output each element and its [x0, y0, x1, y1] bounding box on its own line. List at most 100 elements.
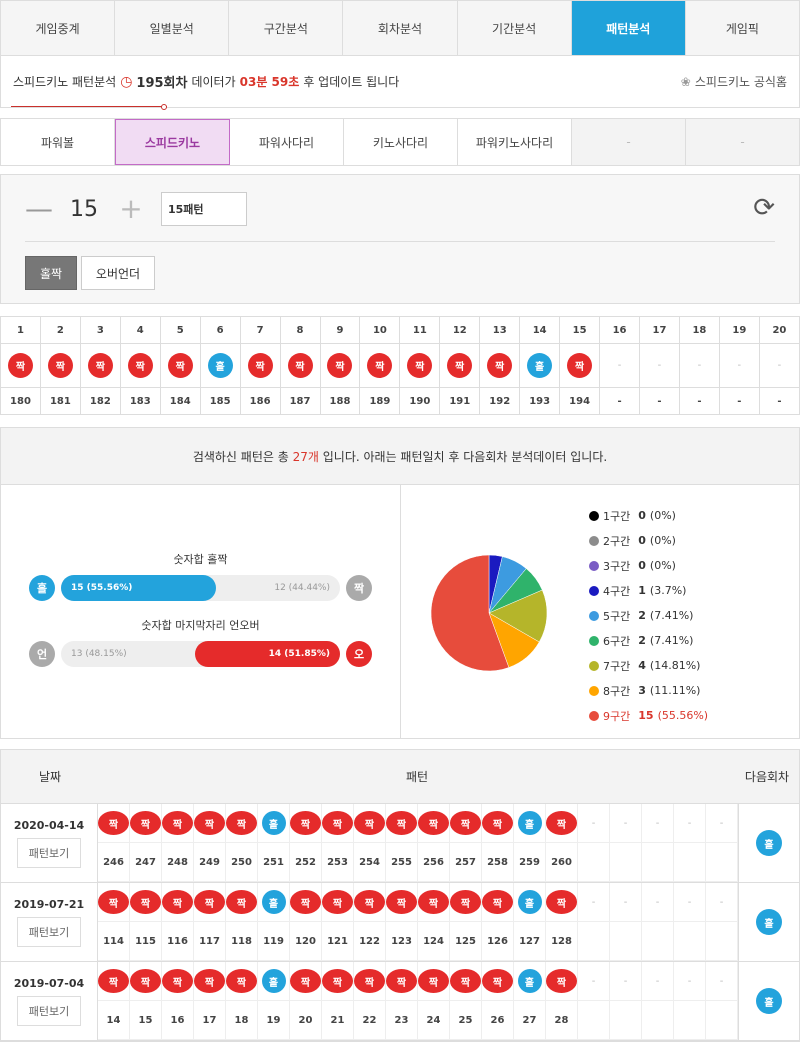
- empty-dash: -: [623, 975, 628, 987]
- round-cell: [642, 1001, 674, 1040]
- next-result-ball: 홀: [756, 988, 782, 1014]
- grid-round-cell: 180: [0, 387, 41, 415]
- pattern-cell: 짝: [98, 883, 130, 922]
- pattern-cell: -: [610, 883, 642, 922]
- round-cell: 19: [258, 1001, 290, 1040]
- tab-5[interactable]: 기간분석: [458, 1, 572, 55]
- history-date-cell: 2019-07-21 패턴보기: [1, 883, 98, 961]
- result-ball: 짝: [322, 811, 353, 835]
- pattern-cell: 짝: [418, 883, 450, 922]
- result-ball: 짝: [162, 890, 193, 914]
- grid-result-cell: -: [639, 343, 680, 388]
- legend-pct: (14.81%): [649, 659, 701, 672]
- round-cell: 27: [514, 1001, 546, 1040]
- tab-4[interactable]: 회차분석: [343, 1, 458, 55]
- empty-dash: -: [591, 817, 596, 829]
- next-round-cell: 홀: [738, 883, 799, 961]
- round-cell: 252: [290, 843, 322, 882]
- result-ball: 짝: [354, 890, 385, 914]
- legend-count: 15: [638, 709, 654, 722]
- round-cell: 22: [354, 1001, 386, 1040]
- legend-count: 0: [638, 509, 646, 522]
- info-mid: 데이터가: [191, 75, 236, 89]
- pattern-cell: 짝: [418, 962, 450, 1001]
- history-pattern-cells: 짝 짝 짝 짝 짝 홀 짝 짝 짝 짝 짝 짝 짝 홀 짝 - - - - -246 247 248 249 250 251 25…: [98, 804, 738, 882]
- result-ball: 홀: [517, 811, 542, 835]
- round-cell: 124: [418, 922, 450, 961]
- round-cell: [610, 922, 642, 961]
- legend-pct: (55.56%): [657, 709, 709, 722]
- decrease-button[interactable]: —: [25, 192, 53, 225]
- legend-item: 5구간 2 (7.41%): [589, 603, 708, 628]
- grid-col-header: 8: [279, 316, 321, 344]
- round-cell: 247: [130, 843, 162, 882]
- pattern-cell: 짝: [162, 883, 194, 922]
- history-date-header: 날짜: [38, 770, 62, 784]
- history-pattern-cells: 짝 짝 짝 짝 짝 홀 짝 짝 짝 짝 짝 짝 짝 홀 짝 - - - - -14 15 16 17 18 19 20 21 22 23…: [98, 962, 738, 1040]
- divider: [25, 241, 775, 242]
- round-cell: 25: [450, 1001, 482, 1040]
- empty-dash: -: [719, 817, 724, 829]
- tab-2[interactable]: 일별분석: [115, 1, 230, 55]
- view-pattern-button[interactable]: 패턴보기: [17, 995, 81, 1026]
- oddeven-button[interactable]: 홀짝: [25, 256, 77, 290]
- oddeven-title: 숫자합 홀짝: [173, 553, 228, 566]
- overunder-button[interactable]: 오버언더: [81, 256, 155, 290]
- subtab-5[interactable]: 파워키노사다리: [458, 119, 572, 165]
- refresh-icon[interactable]: ⟳: [753, 193, 775, 223]
- round-cell: 123: [386, 922, 418, 961]
- grid-round-cell: -: [678, 387, 720, 415]
- pattern-cell: 짝: [130, 962, 162, 1001]
- tab-3[interactable]: 구간분석: [229, 1, 344, 55]
- increase-button[interactable]: +: [119, 192, 143, 225]
- grid-col-header: 15: [559, 316, 601, 344]
- round-cell: [610, 843, 642, 882]
- legend-count: 1: [638, 584, 646, 597]
- empty-dash: -: [777, 360, 782, 371]
- pattern-cell: 짝: [226, 962, 258, 1001]
- pattern-cell: -: [706, 962, 738, 1001]
- pattern-count: 15: [70, 196, 98, 222]
- history-row: 2020-04-14 패턴보기 짝 짝 짝 짝 짝 홀 짝 짝 짝 짝 짝 짝 짝 홀 짝 - - - - -246 247…: [1, 804, 799, 883]
- view-pattern-button[interactable]: 패턴보기: [17, 837, 81, 868]
- round-cell: 23: [386, 1001, 418, 1040]
- next-round-cell: 홀: [738, 962, 799, 1040]
- view-pattern-button[interactable]: 패턴보기: [17, 916, 81, 947]
- tab-6[interactable]: 패턴분석: [571, 1, 686, 55]
- result-ball: 홀: [527, 353, 553, 378]
- pattern-cell: 짝: [130, 804, 162, 843]
- empty-dash: -: [655, 896, 660, 908]
- result-ball: 짝: [450, 969, 481, 993]
- result-ball: 짝: [287, 353, 313, 378]
- subtab-2[interactable]: 스피드키노: [115, 119, 230, 165]
- legend-swatch: [589, 710, 599, 721]
- legend-item: 2구간 0 (0%): [589, 528, 708, 553]
- result-ball: 짝: [226, 890, 257, 914]
- tab-1[interactable]: 게임중계: [1, 1, 116, 55]
- empty-dash: -: [591, 975, 596, 987]
- odd-badge: 홀: [29, 575, 55, 601]
- result-ball: 짝: [226, 811, 257, 835]
- legend-pct: (11.11%): [649, 684, 701, 697]
- summary-pre: 검색하신 패턴은 총: [192, 449, 289, 464]
- pattern-select[interactable]: 15패턴: [161, 192, 247, 226]
- round-cell: [642, 843, 674, 882]
- round-cell: 246: [98, 843, 130, 882]
- even-value: 12 (44.44%): [274, 583, 330, 593]
- official-home-link[interactable]: ❀ 스피드키노 공식홈: [681, 73, 787, 90]
- subtab-3[interactable]: 파워사다리: [230, 119, 344, 165]
- round-cell: [674, 843, 706, 882]
- result-ball: 짝: [418, 811, 449, 835]
- round-cell: [674, 922, 706, 961]
- grid-round-cell: 193: [519, 387, 561, 415]
- pattern-cell: 짝: [194, 962, 226, 1001]
- pattern-cell: -: [578, 804, 610, 843]
- subtab-1[interactable]: 파워볼: [1, 119, 115, 165]
- grid-result-cell: 짝: [359, 343, 401, 388]
- grid-result-cell: 짝: [79, 343, 121, 388]
- tab-7[interactable]: 게임픽: [725, 21, 759, 36]
- pattern-cell: 짝: [226, 804, 258, 843]
- legend-item: 1구간 0 (0%): [589, 503, 708, 528]
- subtab-4[interactable]: 키노사다리: [344, 119, 458, 165]
- round-cell: 248: [162, 843, 194, 882]
